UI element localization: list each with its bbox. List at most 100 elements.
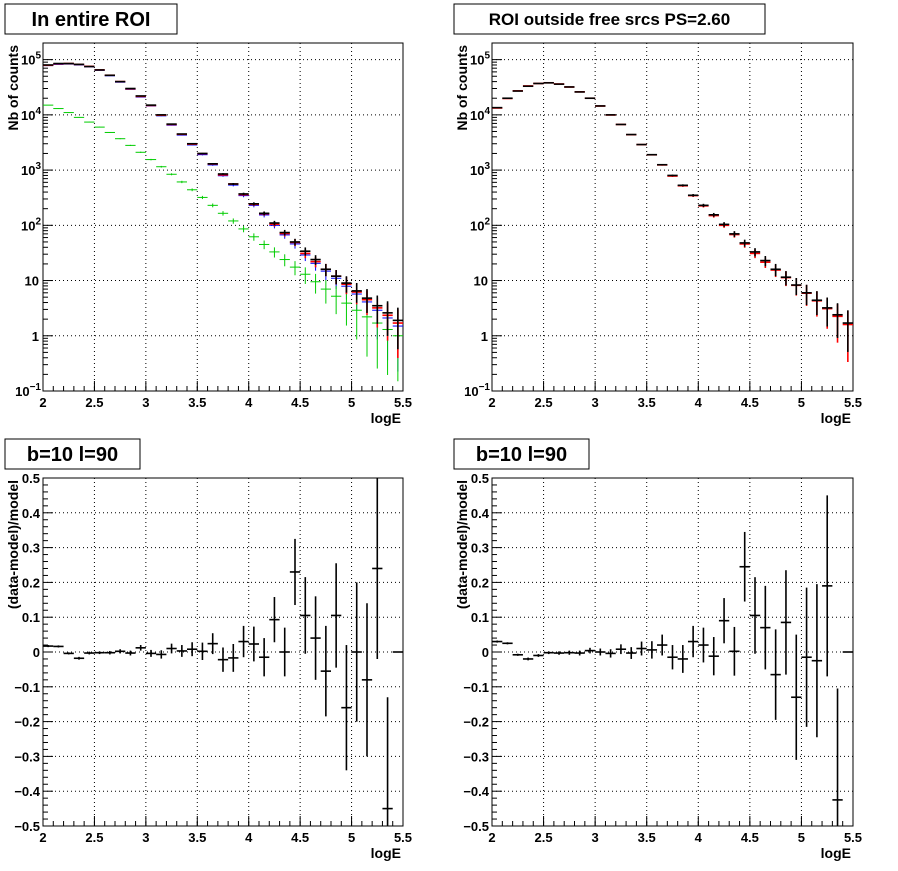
component-point [300, 267, 311, 284]
title-box [4, 438, 141, 470]
x-axis-title: logE [821, 410, 851, 426]
data-point [166, 123, 177, 125]
x-tick-label: 2 [39, 830, 46, 845]
y-tick-label: 102 [21, 216, 41, 233]
component-point [94, 126, 105, 128]
component-point [341, 291, 352, 326]
data-point [310, 255, 321, 265]
data-point [300, 247, 311, 256]
x-tick-label: 4 [695, 395, 703, 410]
residual-point [197, 642, 208, 661]
residual-point [94, 651, 105, 655]
y-tick-label: 105 [21, 51, 41, 68]
y-tick-label: 103 [21, 161, 41, 178]
x-tick-label: 2 [488, 395, 495, 410]
x-tick-label: 3 [592, 395, 599, 410]
y-tick-label: 10−1 [464, 382, 490, 399]
series-data-1 [492, 82, 853, 352]
component-point [197, 195, 208, 200]
series-residuals [492, 495, 853, 826]
x-tick-label: 5.5 [394, 830, 412, 845]
x-tick-label: 4.5 [291, 395, 309, 410]
residual-point [533, 654, 544, 657]
y-tick-label: −0.4 [14, 784, 40, 799]
x-tick-label: 2.5 [85, 830, 103, 845]
y-axis-title: Nb of counts [5, 45, 21, 131]
residual-point [687, 625, 699, 658]
component-point [320, 280, 331, 304]
residual-point [543, 651, 554, 655]
x-tick-label: 3 [142, 830, 149, 845]
y-tick-label: 0.1 [22, 610, 40, 625]
residual-point [553, 651, 565, 655]
y-axis-title: (data-model)/model [5, 480, 21, 609]
residual-point [492, 640, 503, 643]
component-point [84, 121, 95, 123]
x-tick-label: 5.5 [394, 395, 412, 410]
component-point [228, 218, 239, 224]
data-marks [492, 81, 853, 362]
residual-point [512, 653, 523, 656]
y-tick-label: 0.4 [471, 506, 490, 521]
y-tick-label: 102 [470, 216, 490, 233]
x-tick-label: 3.5 [638, 830, 656, 845]
residual-point [217, 647, 229, 672]
data-point [605, 114, 616, 116]
residual-point [341, 645, 352, 771]
component-point [269, 247, 280, 258]
residual-point [300, 577, 311, 654]
component-point [279, 254, 290, 267]
data-point [801, 284, 812, 306]
component-point [176, 180, 187, 184]
data-point [791, 277, 802, 295]
data-point [197, 152, 208, 155]
y-tick-label: −0.3 [14, 749, 40, 764]
residual-point [739, 531, 750, 602]
chart-panel-1: 2 2.5 3 3.5 4 4.5 5 5.5 10−1 1 10 102 103 104 105 logE N… [4, 3, 412, 426]
x-tick-label: 4.5 [291, 830, 309, 845]
y-tick-label: 0.3 [22, 541, 40, 556]
component-point [104, 131, 115, 133]
x-tick-label: 5 [348, 395, 355, 410]
y-tick-label: 0.2 [22, 575, 40, 590]
data-point [392, 307, 403, 350]
residual-point [248, 626, 259, 662]
data-point [842, 310, 853, 352]
data-point [269, 220, 280, 226]
residual-point [238, 625, 249, 658]
y-tick-label: 0.5 [471, 471, 489, 486]
x-tick-label: 3.5 [188, 830, 206, 845]
series-component-4 [43, 104, 403, 382]
data-point [677, 184, 688, 187]
residual-point [564, 650, 575, 655]
y-tick-label: −0.2 [463, 715, 489, 730]
chart-panel-3: 2 2.5 3 3.5 4 4.5 5 5.5 −0.5 −0.4 −0.3 −0.2 −0.1 0 0.1… [4, 438, 412, 861]
chart-title: b=10 l=90 [27, 444, 118, 466]
component-point [156, 165, 167, 168]
x-tick-label: 4.5 [741, 395, 759, 410]
data-point [739, 239, 750, 247]
residual-point [677, 645, 688, 673]
component-point [248, 233, 259, 241]
y-tick-label: 0.3 [471, 541, 489, 556]
y-tick-label: −0.2 [14, 715, 40, 730]
plot-area [43, 43, 403, 391]
chart-title: In entire ROI [32, 9, 151, 31]
data-point [331, 270, 342, 285]
data-point [187, 142, 198, 145]
data-point [176, 133, 187, 135]
residual-point [698, 627, 709, 663]
chart-panel-4: 2 2.5 3 3.5 4 4.5 5 5.5 −0.5 −0.4 −0.3 −0.2 −0.1 0 0.1… [453, 438, 862, 861]
residual-point [331, 563, 342, 668]
residual-point [502, 642, 513, 645]
data-point [832, 303, 843, 338]
residual-point [279, 627, 290, 677]
series-residuals [43, 478, 403, 826]
residual-point [187, 642, 198, 657]
residual-point [626, 647, 637, 659]
residual-point [166, 643, 177, 654]
y-tick-label: 0.1 [471, 610, 489, 625]
data-point [687, 194, 699, 197]
x-tick-label: 4 [695, 830, 703, 845]
